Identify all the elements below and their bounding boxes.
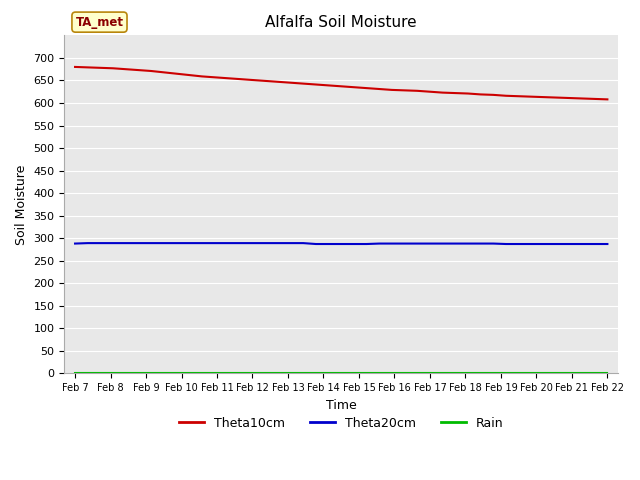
X-axis label: Time: Time — [326, 398, 356, 412]
Y-axis label: Soil Moisture: Soil Moisture — [15, 164, 28, 244]
Legend: Theta10cm, Theta20cm, Rain: Theta10cm, Theta20cm, Rain — [174, 412, 509, 435]
Text: TA_met: TA_met — [76, 16, 124, 29]
Title: Alfalfa Soil Moisture: Alfalfa Soil Moisture — [266, 15, 417, 30]
